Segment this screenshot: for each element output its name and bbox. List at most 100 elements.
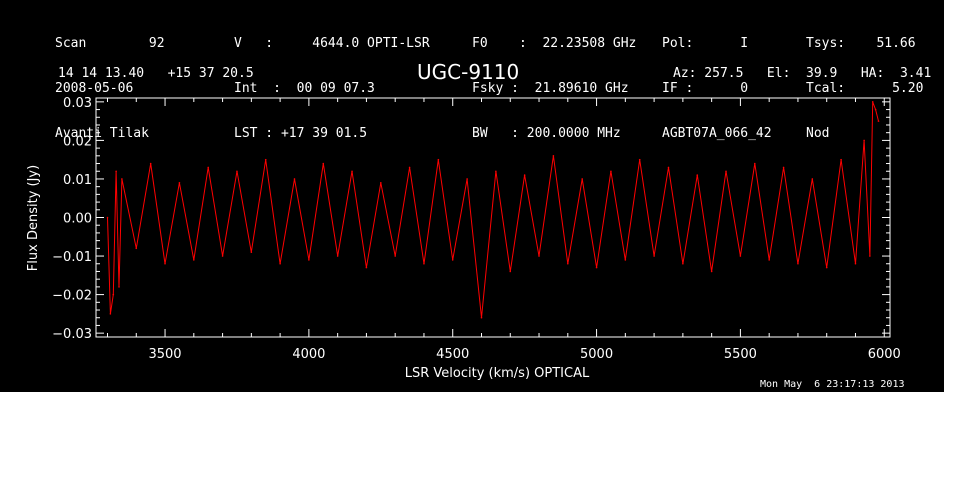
- spectrum-point: [207, 166, 209, 169]
- spectrum-point: [164, 262, 166, 265]
- spectrum-point: [710, 270, 713, 273]
- spectrum-point: [322, 162, 325, 165]
- spectrum-point: [109, 313, 112, 315]
- y-tick-label: 0.00: [63, 212, 92, 227]
- az-el-ha: Az: 257.5 El: 39.9 HA: 3.41: [673, 66, 932, 81]
- spectrum-point: [610, 170, 612, 173]
- y-tick-label: 0.02: [63, 134, 92, 149]
- spectrum-point: [408, 166, 411, 169]
- if-line: IF : 0: [662, 81, 749, 96]
- x-tick-label: 4500: [436, 347, 469, 362]
- velocity-line: V : 4644.0 OPTI-LSR: [234, 36, 430, 51]
- y-tick-label: −0.01: [52, 250, 92, 265]
- spectrum-point: [638, 158, 641, 161]
- spectrum-point: [451, 259, 454, 261]
- spectrum-trace-group: [106, 101, 880, 319]
- spectrum-point: [874, 108, 877, 111]
- spectrum-point: [877, 120, 880, 122]
- spectrum-point: [121, 178, 123, 180]
- spectrum-point: [768, 259, 770, 261]
- mode-line: Nod: [806, 126, 830, 141]
- f0-line: F0 : 22.23508 GHz: [472, 36, 637, 51]
- timestamp: Mon May 6 23:17:13 2013: [760, 379, 905, 390]
- spectrum-point: [112, 293, 115, 296]
- spectrum-point: [739, 255, 742, 257]
- spectrum-point: [667, 166, 670, 169]
- spectrum-point: [149, 162, 152, 165]
- spectrum-point: [293, 178, 296, 180]
- spectrum-point: [135, 247, 138, 250]
- spectrum-point: [308, 259, 310, 261]
- spectrum-point: [466, 178, 468, 180]
- spectrum-point: [595, 266, 598, 269]
- spectrum-point: [236, 170, 238, 173]
- chart-axes: 3500 4000 4500 5000 5500 6000 −0.03 −0.02 −0.01…: [26, 96, 901, 381]
- spectrum-point: [193, 259, 195, 261]
- spectrum-point: [782, 166, 785, 169]
- spectrum-point: [566, 262, 569, 265]
- y-axis-label: Flux Density (Jy): [26, 165, 41, 271]
- observer-line: Avanti Tilak: [55, 126, 149, 141]
- project-line: AGBT07A_066_42: [662, 126, 772, 141]
- header-column-velocity: V : 4644.0 OPTI-LSR Int : 00 09 07.3 LST…: [234, 6, 430, 171]
- spectrum-point: [863, 139, 865, 142]
- x-tick-label: 6000: [868, 347, 901, 362]
- header-column-system: Tsys: 51.66 Tcal: 5.20 Nod: [806, 6, 923, 171]
- scan-line: Scan 92: [55, 36, 165, 51]
- spectrum-trace: [107, 101, 879, 318]
- header-column-frequency: F0 : 22.23508 GHz Fsky : 21.89610 GHz BW…: [472, 6, 636, 171]
- spectrum-point: [115, 170, 117, 173]
- spectrum-point: [753, 162, 756, 165]
- date-line: 2008-05-06: [55, 81, 134, 96]
- x-ticks: 3500 4000 4500 5000 5500 6000: [107, 98, 901, 362]
- header-column-scan: Scan 92 2008-05-06 Avanti Tilak: [55, 6, 165, 171]
- spectrum-point: [365, 266, 368, 269]
- spectrum-point: [221, 255, 224, 257]
- tsys-line: Tsys: 51.66: [806, 36, 916, 51]
- spectrum-point: [581, 178, 583, 180]
- spectrum-point: [825, 266, 828, 269]
- spectrum-point: [480, 316, 483, 319]
- spectrum-point: [811, 178, 814, 180]
- spectrum-point: [178, 182, 181, 184]
- spectrum-point: [682, 262, 684, 265]
- spectrum-point: [869, 255, 871, 257]
- spectrum-point: [118, 286, 120, 288]
- spectrum-point: [538, 255, 540, 257]
- spectrum-point: [854, 262, 857, 265]
- spectrum-point: [653, 255, 655, 257]
- y-tick-label: −0.02: [52, 289, 92, 304]
- spectrum-point: [523, 174, 526, 176]
- y-tick-label: −0.03: [52, 327, 92, 342]
- spectrum-point: [437, 158, 440, 161]
- y-tick-label: 0.03: [63, 96, 92, 111]
- plot-frame: [95, 97, 891, 338]
- spectrum-point: [279, 262, 281, 265]
- spectrum-point: [351, 170, 353, 173]
- spectrum-chart: 3500 4000 4500 5000 5500 6000 −0.03 −0.02 −0.01…: [26, 96, 901, 381]
- spectrum-point: [552, 155, 555, 157]
- coordinates: 14 14 13.40 +15 37 20.5: [58, 66, 254, 81]
- tcal-line: Tcal: 5.20: [806, 81, 924, 96]
- header-column-polarization: Pol: I IF : 0 AGBT07A_066_42: [662, 6, 772, 171]
- spectrum-point: [797, 262, 799, 265]
- integration-line: Int : 00 09 07.3: [234, 81, 375, 96]
- x-tick-label: 5000: [580, 347, 613, 362]
- plot-window: Scan 92 2008-05-06 Avanti Tilak V : 4644…: [0, 0, 944, 392]
- spectrum-point: [871, 101, 874, 103]
- spectrum-point: [336, 255, 339, 257]
- x-axis-label: LSR Velocity (km/s) OPTICAL: [405, 366, 590, 381]
- spectrum-point: [264, 158, 267, 161]
- pol-line: Pol: I: [662, 36, 749, 51]
- spectrum-point: [380, 182, 382, 184]
- spectrum-point: [624, 259, 627, 261]
- x-tick-label: 3500: [148, 347, 181, 362]
- lst-line: LST : +17 39 01.5: [234, 126, 368, 141]
- spectrum-point: [250, 251, 253, 253]
- source-title: UGC-9110: [417, 60, 520, 84]
- bandwidth-line: BW : 200.0000 MHz: [472, 126, 621, 141]
- spectrum-point: [840, 158, 842, 161]
- spectrum-point: [394, 255, 396, 257]
- spectrum-point: [509, 270, 512, 273]
- y-ticks: −0.03 −0.02 −0.01 0.00 0.01 0.02 0.03: [52, 96, 890, 342]
